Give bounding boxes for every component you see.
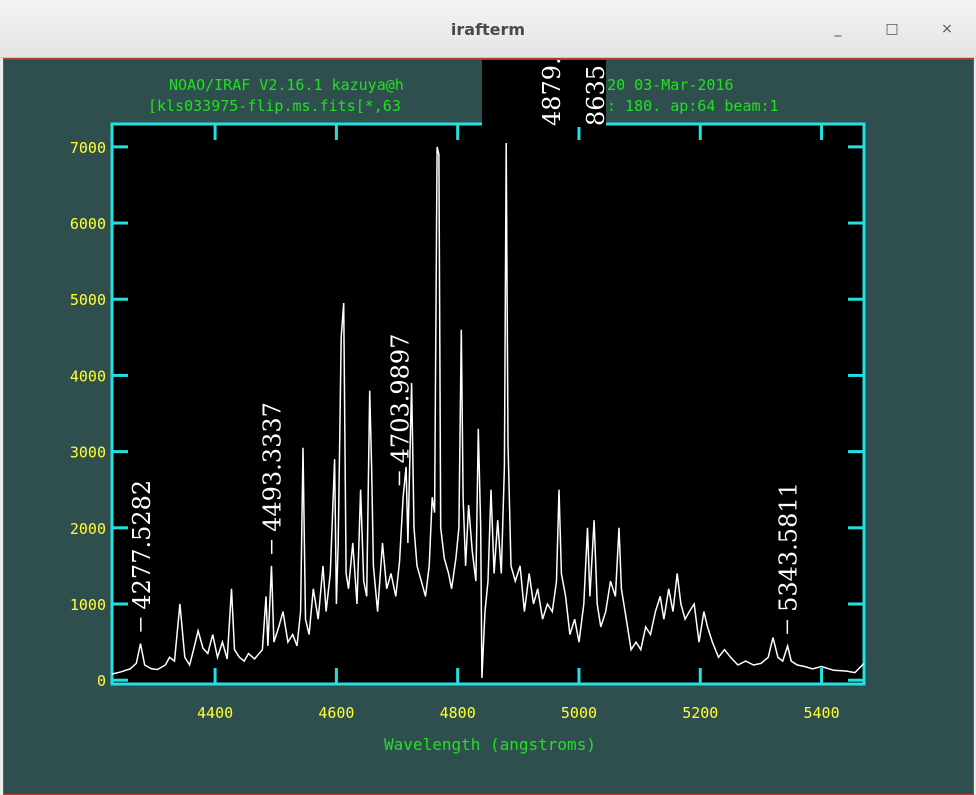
spectrum — [111, 142, 865, 678]
title-bar[interactable]: irafterm _ □ × — [0, 0, 976, 58]
y-tick-label: 4000 — [70, 367, 106, 385]
coordinate-popup: 4879. 8635 — [482, 60, 610, 127]
y-tick-label: 5000 — [70, 291, 106, 309]
annotation-label: 4493.3337 — [259, 402, 287, 532]
y-tick-label: 1000 — [70, 596, 106, 614]
y-tick-label: 2000 — [70, 520, 106, 538]
y-tick-label: 3000 — [70, 444, 106, 462]
x-tick-label: 5000 — [561, 704, 597, 722]
popup-line2: 8635 — [582, 65, 610, 126]
graphics-terminal[interactable]: NOAO/IRAF V2.16.1 kazuya@h 32:20 03-Mar-… — [3, 58, 974, 795]
header-line2: [kls033975-flip.ms.fits[*,63 — [148, 97, 401, 115]
spectrum-plot[interactable]: NOAO/IRAF V2.16.1 kazuya@h 32:20 03-Mar-… — [4, 60, 973, 794]
annotation-label: 5343.5811 — [774, 482, 802, 612]
annotation-label: 4703.9897 — [386, 334, 414, 464]
y-tick-label: 7000 — [70, 139, 106, 157]
window-title: irafterm — [450, 20, 526, 39]
minimize-button[interactable]: _ — [834, 21, 842, 37]
line-annotations: 4277.5282 4493.3337 4703.9897 5343.5811 — [128, 334, 802, 634]
y-tick-label: 6000 — [70, 215, 106, 233]
header-line1: NOAO/IRAF V2.16.1 kazuya@h — [169, 76, 404, 94]
header-line1-right: 32:20 03-Mar-2016 — [580, 76, 734, 94]
plot-area — [112, 124, 864, 684]
x-tick-label: 4400 — [197, 704, 233, 722]
close-button[interactable]: × — [941, 21, 953, 37]
x-tick-label: 4600 — [318, 704, 354, 722]
x-tick-label: 4800 — [440, 704, 476, 722]
plot-header: NOAO/IRAF V2.16.1 kazuya@h 32:20 03-Mar-… — [148, 76, 779, 115]
y-tick-label: 0 — [97, 672, 106, 690]
axes: 0 1000 2000 3000 4000 5000 6000 7000 4400 4600 480… — [70, 122, 866, 722]
spectrum-line — [111, 142, 865, 678]
x-tick-label: 5400 — [803, 704, 839, 722]
popup-line1: 4879. — [538, 60, 566, 126]
x-tick-label: 5200 — [682, 704, 718, 722]
header-line2-right: : 180. ap:64 beam:1 — [607, 97, 779, 115]
annotation-label: 4277.5282 — [128, 480, 156, 610]
maximize-button[interactable]: □ — [885, 21, 899, 37]
x-axis-label: Wavelength (angstroms) — [384, 735, 596, 754]
